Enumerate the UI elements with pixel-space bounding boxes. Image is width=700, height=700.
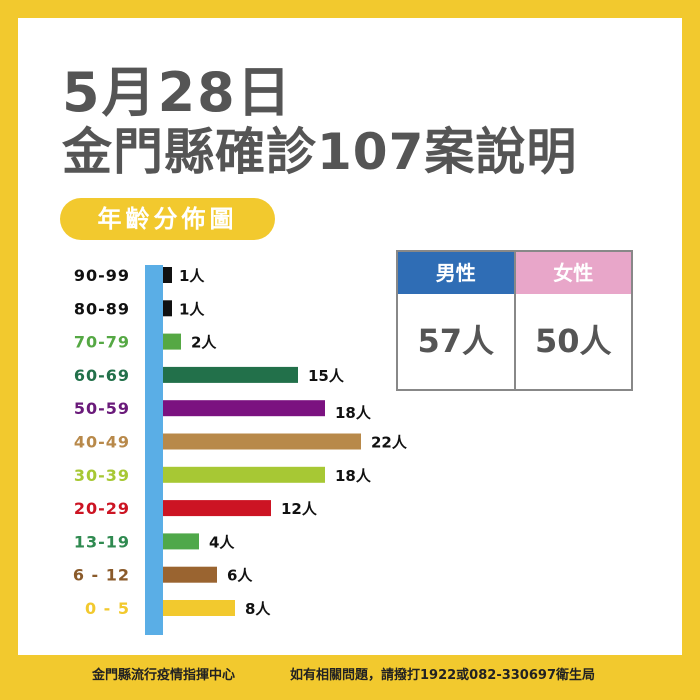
male-value: 57人 — [417, 322, 495, 360]
bar-20-29 — [163, 500, 271, 517]
data-label: 6人 — [227, 567, 253, 585]
title-subtitle: 金門縣確診107案說明 — [62, 123, 578, 181]
category-label: 20-29 — [74, 499, 130, 518]
section-label: 年齡分佈圖 — [60, 198, 275, 240]
footer-left: 金門縣流行疫情指揮中心 — [92, 668, 236, 683]
data-label: 12人 — [281, 500, 318, 518]
data-label: 15人 — [308, 367, 345, 385]
female-value: 50人 — [534, 322, 612, 360]
category-label: 50-59 — [74, 399, 130, 418]
data-label: 8人 — [245, 600, 271, 618]
title-date: 5月28日 — [62, 61, 293, 124]
bar-13-19 — [163, 533, 199, 550]
data-label: 4人 — [209, 533, 235, 551]
data-label: 18人 — [335, 404, 372, 422]
footer-right: 如有相關問題，請撥打1922或082-330697衛生局 — [290, 668, 595, 683]
female-column: 女性 50人 — [513, 252, 631, 389]
category-label: 30-39 — [74, 466, 130, 485]
category-label: 0 - 5 — [85, 599, 130, 618]
category-label: 60-69 — [74, 366, 130, 385]
category-label: 80-89 — [74, 299, 130, 318]
female-header: 女性 — [515, 252, 631, 294]
male-header: 男性 — [398, 252, 514, 294]
data-label: 1人 — [179, 267, 205, 285]
bar-60-69 — [163, 366, 298, 383]
category-label: 6 - 12 — [73, 566, 130, 585]
category-label: 90-99 — [74, 266, 130, 285]
male-column: 男性 57人 — [398, 252, 514, 389]
data-label: 18人 — [335, 467, 372, 485]
bar-90-99 — [163, 267, 172, 283]
bar-70-79 — [163, 333, 181, 350]
bar-30-39 — [163, 466, 325, 483]
bar-50-59 — [163, 400, 325, 417]
axis-bar — [145, 265, 163, 635]
content-panel — [18, 18, 682, 655]
bar-40-49 — [163, 433, 361, 450]
data-label: 22人 — [371, 434, 408, 452]
bar-80-89 — [163, 300, 172, 317]
category-label: 70-79 — [74, 333, 130, 352]
data-label: 1人 — [179, 300, 205, 318]
bar-0-5 — [163, 600, 235, 616]
gender-table: 男性 57人 女性 50人 — [396, 250, 633, 391]
category-label: 40-49 — [74, 433, 130, 452]
data-label: 2人 — [191, 334, 217, 352]
category-label: 13-19 — [74, 532, 130, 551]
bar-6-12 — [163, 566, 217, 583]
